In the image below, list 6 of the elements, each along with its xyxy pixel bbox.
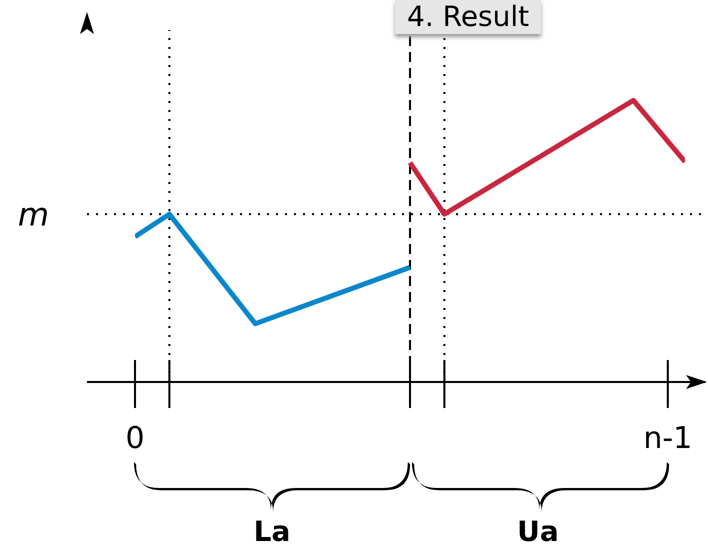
ref-line-label: m bbox=[18, 196, 49, 234]
text: Ua bbox=[516, 515, 560, 548]
x-tick-label: 0 bbox=[125, 421, 145, 456]
text: La bbox=[252, 515, 292, 548]
chart-title: 4. Result bbox=[395, 0, 542, 34]
x-tick-label: n-1 bbox=[643, 421, 692, 456]
